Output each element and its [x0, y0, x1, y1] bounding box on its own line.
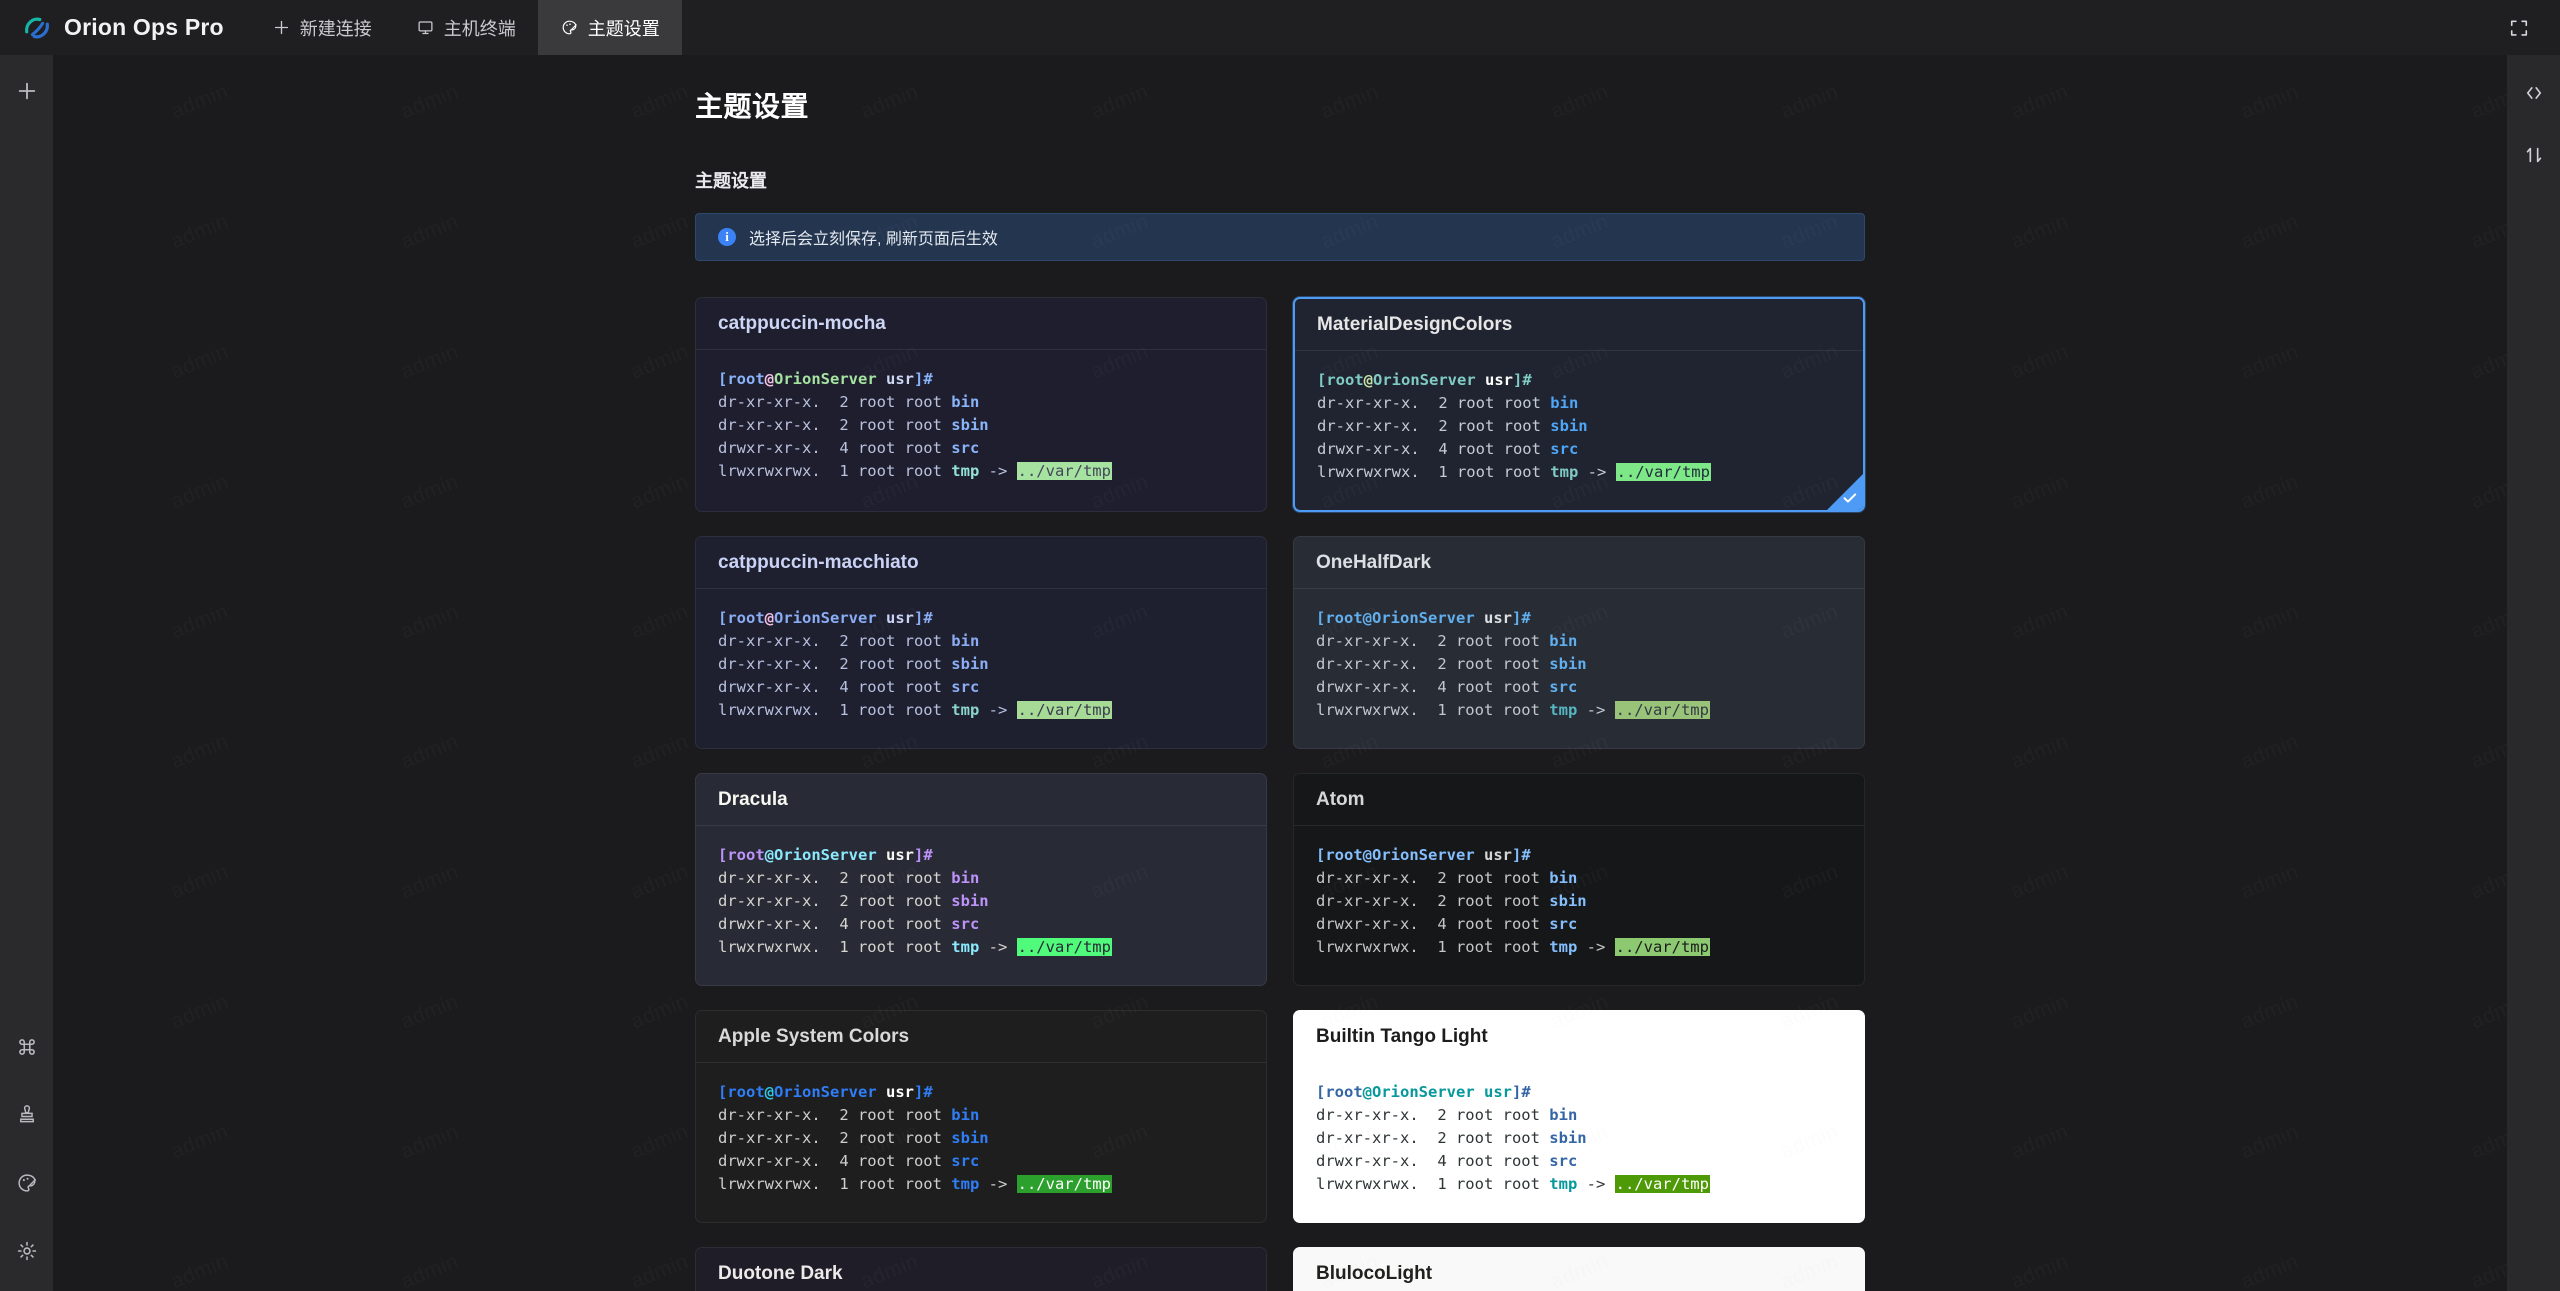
info-banner-text: 选择后会立刻保存, 刷新页面后生效 — [749, 231, 998, 248]
tab-label: 主机终端 — [443, 18, 516, 39]
info-banner: i 选择后会立刻保存, 刷新页面后生效 — [695, 213, 1865, 261]
tab-new-connection[interactable]: 新建连接 — [250, 0, 394, 55]
theme-card[interactable]: catppuccin-macchiato [root@OrionServer us… — [695, 536, 1267, 749]
command-palette-button[interactable] — [9, 1029, 45, 1065]
section-title: 主题设置 — [695, 171, 767, 191]
tab-theme-settings[interactable]: 主题设置 — [537, 0, 682, 55]
fullscreen-button[interactable] — [2498, 7, 2540, 49]
theme-card-title: Atom — [1294, 774, 1864, 826]
theme-card-title: OneHalfDark — [1294, 537, 1864, 589]
theme-card[interactable]: catppuccin-mocha [root@OrionServer usr]# … — [695, 297, 1267, 512]
page-content: 主题设置 主题设置 i 选择后会立刻保存, 刷新页面后生效 catppuccin… — [695, 55, 1865, 1291]
theme-preview-terminal: [root@OrionServer usr]# dr-xr-xr-x. 2 ro… — [718, 1083, 1112, 1193]
plus-icon — [18, 82, 35, 100]
theme-preview-terminal: [root@OrionServer usr]# dr-xr-xr-x. 2 ro… — [1316, 1083, 1710, 1193]
theme-preview-terminal: [root@OrionServer usr]# dr-xr-xr-x. 2 ro… — [1316, 846, 1710, 956]
theme-card-title: Duotone Dark — [696, 1248, 1266, 1291]
gear-icon — [17, 1241, 36, 1261]
plus-icon — [272, 18, 291, 37]
theme-button[interactable] — [9, 1165, 45, 1201]
topbar-right-actions — [2498, 0, 2560, 55]
tab-label: 主题设置 — [587, 18, 660, 39]
settings-button[interactable] — [9, 1233, 45, 1269]
theme-card[interactable]: Apple System Colors [root@OrionServer usr… — [695, 1010, 1267, 1223]
theme-preview-terminal: [root@OrionServer usr]# dr-xr-xr-x. 2 ro… — [718, 846, 1112, 956]
theme-grid: catppuccin-mocha [root@OrionServer usr]# … — [695, 297, 1865, 1291]
theme-card-title: Apple System Colors — [696, 1011, 1266, 1063]
theme-card[interactable]: Atom [root@OrionServer usr]# dr-xr-xr-x. … — [1293, 773, 1865, 986]
left-sidebar-bottom — [9, 1029, 45, 1291]
main-area: 主题设置 主题设置 i 选择后会立刻保存, 刷新页面后生效 catppuccin… — [53, 55, 2507, 1291]
add-connection-button[interactable] — [9, 73, 45, 109]
theme-preview-terminal: [root@OrionServer usr]# dr-xr-xr-x. 2 ro… — [718, 370, 1112, 480]
theme-card[interactable]: Duotone Dark[root@OrionServer usr]# dr-x… — [695, 1247, 1267, 1291]
theme-card-title: catppuccin-mocha — [696, 298, 1266, 350]
theme-card-title: BlulocoLight — [1294, 1248, 1864, 1291]
top-bar: Orion Ops Pro 新建连接 主机终端 — [0, 0, 2560, 55]
monitor-icon — [416, 18, 435, 37]
command-icon — [18, 1039, 35, 1055]
transfer-panel-button[interactable] — [2516, 137, 2552, 173]
check-icon — [1842, 490, 1858, 506]
theme-card[interactable]: MaterialDesignColors [root@OrionServer us… — [1293, 297, 1865, 512]
orion-swoosh-logo — [22, 13, 52, 43]
code-brackets-icon — [2526, 87, 2541, 99]
tab-label: 新建连接 — [299, 18, 372, 39]
theme-card[interactable]: BlulocoLight[root@OrionServer usr]# dr-x… — [1293, 1247, 1865, 1291]
selected-corner — [1827, 474, 1863, 510]
palette-icon — [560, 18, 579, 37]
left-sidebar-top — [9, 55, 45, 109]
identity-button[interactable] — [9, 1097, 45, 1133]
theme-card-title: catppuccin-macchiato — [696, 537, 1266, 589]
theme-card-title: Dracula — [696, 774, 1266, 826]
left-sidebar — [0, 55, 53, 1291]
brand-name: Orion Ops Pro — [64, 14, 224, 40]
theme-card[interactable]: Dracula [root@OrionServer usr]# dr-xr-xr-… — [695, 773, 1267, 986]
theme-card-title: MaterialDesignColors — [1295, 299, 1863, 351]
theme-preview-terminal: [root@OrionServer usr]# dr-xr-xr-x. 2 ro… — [1316, 609, 1710, 719]
up-down-arrows-icon — [2526, 147, 2541, 163]
brand: Orion Ops Pro — [0, 0, 250, 55]
theme-preview-terminal: [root@OrionServer usr]# dr-xr-xr-x. 2 ro… — [1317, 371, 1711, 481]
page-title: 主题设置 — [695, 91, 810, 122]
theme-card[interactable]: Builtin Tango Light [root@OrionServer usr… — [1293, 1010, 1865, 1223]
tab-host-terminal[interactable]: 主机终端 — [394, 0, 538, 55]
code-panel-button[interactable] — [2516, 75, 2552, 111]
theme-card-title: Builtin Tango Light — [1294, 1011, 1864, 1063]
info-icon: i — [718, 228, 736, 246]
theme-preview-terminal: [root@OrionServer usr]# dr-xr-xr-x. 2 ro… — [718, 609, 1112, 719]
stamp-icon — [19, 1105, 34, 1123]
palette-icon — [17, 1174, 36, 1192]
right-sidebar — [2507, 55, 2560, 1291]
theme-card[interactable]: OneHalfDark [root@OrionServer usr]# dr-xr… — [1293, 536, 1865, 749]
fullscreen-icon — [2510, 19, 2528, 36]
tab-bar: 新建连接 主机终端 主题设置 — [250, 0, 682, 55]
topbar-spacer — [682, 0, 2498, 55]
